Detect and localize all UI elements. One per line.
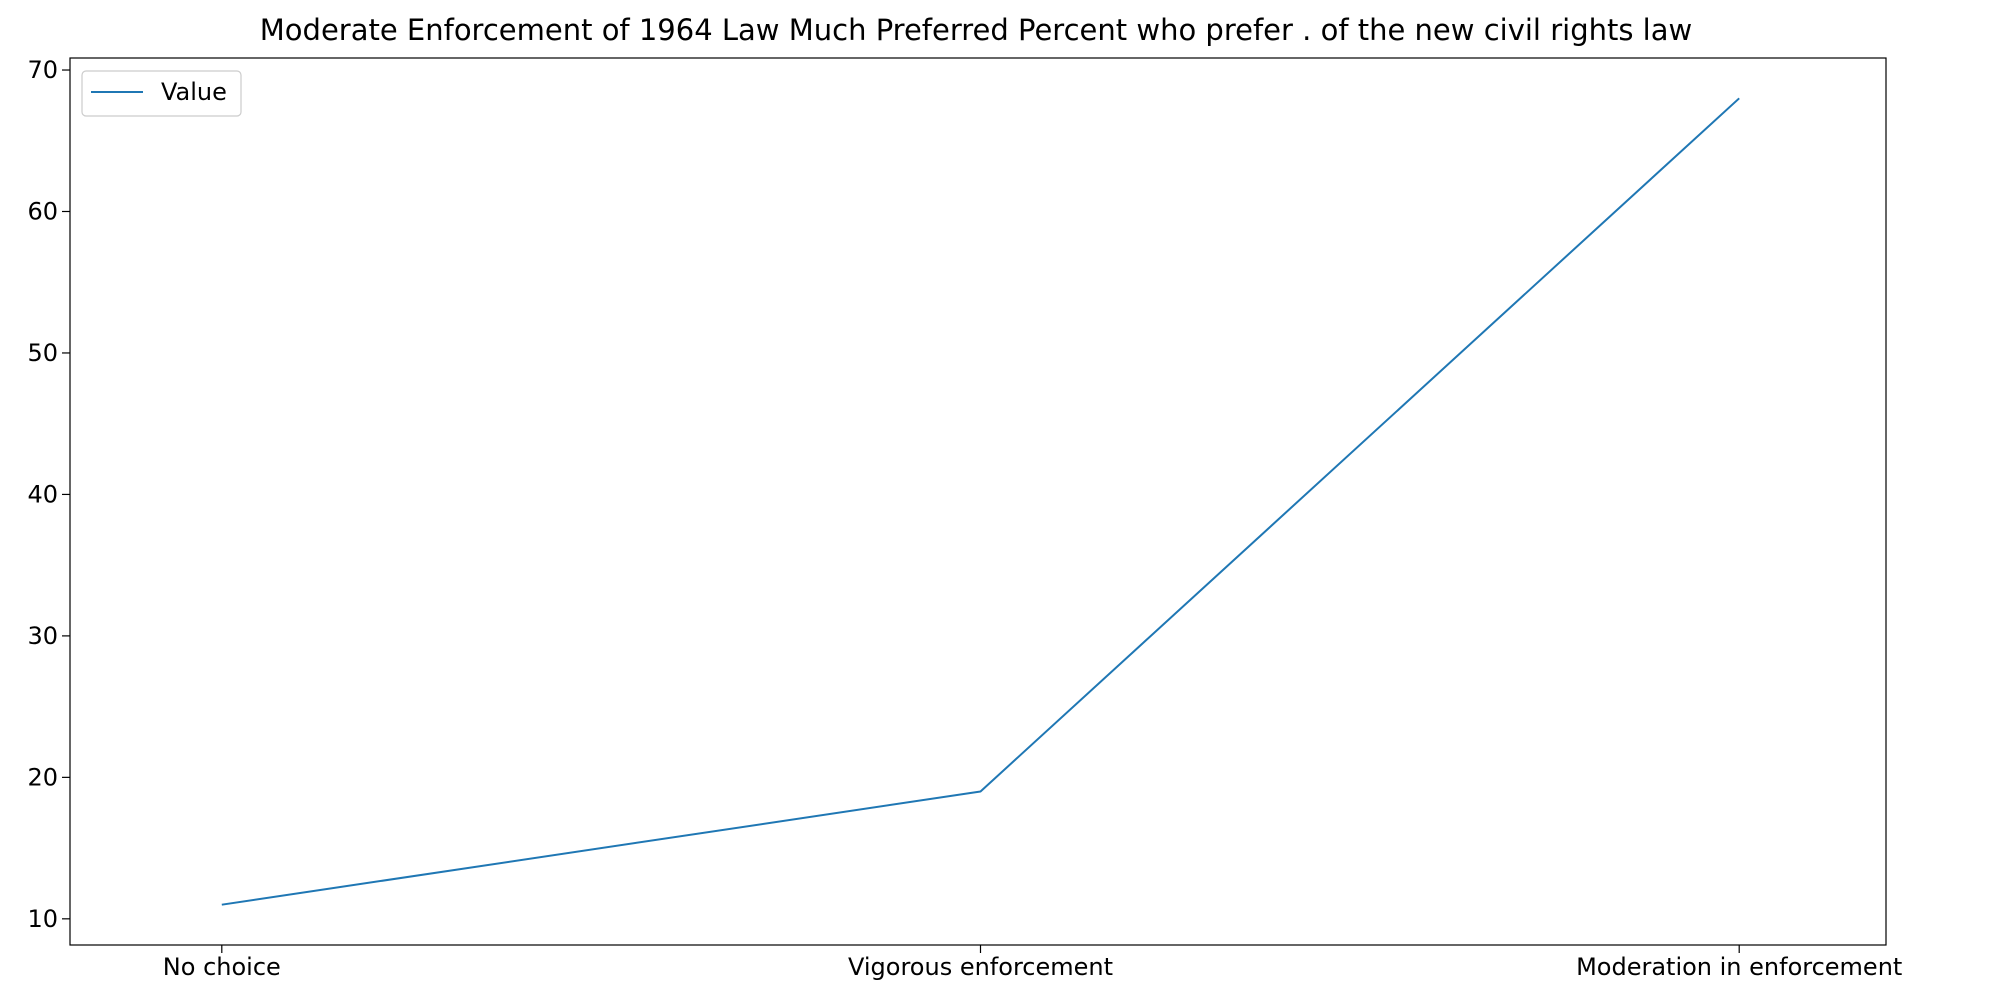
y-tick-label: 50 xyxy=(27,339,58,367)
chart-title: Moderate Enforcement of 1964 Law Much Pr… xyxy=(260,13,1692,47)
x-tick-label: Moderation in enforcement xyxy=(1576,953,1902,981)
y-tick-label: 60 xyxy=(27,197,58,225)
legend: Value xyxy=(81,70,242,117)
legend-series-label: Value xyxy=(161,78,227,106)
y-tick-label: 20 xyxy=(27,763,58,791)
x-tick-label: No choice xyxy=(163,953,281,981)
x-tick-label: Vigorous enforcement xyxy=(848,953,1113,981)
y-tick-label: 10 xyxy=(27,905,58,933)
series-layer xyxy=(221,97,1740,906)
y-axis: 10 20 30 40 50 60 70 xyxy=(27,56,70,933)
y-tick-label: 30 xyxy=(27,622,58,650)
series-line xyxy=(221,97,1740,906)
x-axis: No choice Vigorous enforcement Moderation … xyxy=(163,945,1902,981)
legend-box xyxy=(81,70,242,117)
y-tick-label: 40 xyxy=(27,480,58,508)
plot-area-frame xyxy=(69,57,1887,946)
y-tick-label: 70 xyxy=(27,56,58,84)
